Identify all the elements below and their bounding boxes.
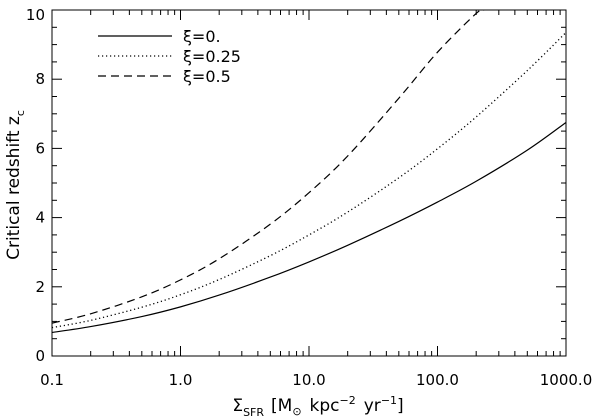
ticks-layer: 0.1 1.0 10.0 100.0 1000.0 0 2 4 6 8 10: [26, 6, 592, 389]
x-axis-title-kpc-exp: −2: [340, 394, 356, 407]
x-tick-label: 100.0: [416, 371, 459, 389]
legend-label: ξ=0.: [183, 27, 221, 46]
x-tick-label: 1.0: [169, 371, 193, 389]
legend-label: ξ=0.5: [183, 67, 231, 86]
y-axis-title-sub: c: [14, 110, 27, 116]
series-layer: [52, 10, 566, 334]
y-tick-label: 10: [26, 6, 45, 24]
series-line-2: [52, 32, 566, 329]
y-axis-title-main: Critical redshift z: [4, 116, 24, 260]
x-axis-title-sigma: Σ: [232, 396, 243, 416]
y-tick-label: 4: [35, 209, 45, 227]
x-axis-title: ΣSFR [M⊙ kpc−2 yr−1]: [232, 394, 403, 418]
x-tick-label: 10.0: [292, 371, 325, 389]
x-axis-title-sub: SFR: [243, 406, 264, 418]
legend: ξ=0.ξ=0.25ξ=0.5: [98, 27, 241, 86]
series-line-3: [52, 10, 485, 324]
series-line-1: [52, 121, 566, 334]
x-axis-title-yr-exp: −1: [381, 394, 397, 407]
x-axis-title-kpc: kpc: [310, 396, 340, 416]
y-tick-label: 8: [35, 70, 45, 88]
y-tick-label: 6: [35, 139, 45, 157]
x-axis-title-yr: yr: [364, 396, 381, 416]
y-tick-label: 2: [35, 278, 45, 296]
x-axis-title-odot: ⊙: [292, 405, 301, 418]
x-tick-label: 0.1: [40, 371, 64, 389]
plot-frame: [51, 9, 567, 357]
x-tick-label: 1000.0: [540, 371, 593, 389]
y-axis-title: Critical redshift zc: [4, 110, 27, 260]
y-tick-label: 0: [35, 347, 45, 365]
x-axis-title-open: [M: [271, 396, 292, 416]
x-axis-title-close: ]: [397, 396, 404, 416]
legend-label: ξ=0.25: [183, 47, 241, 66]
